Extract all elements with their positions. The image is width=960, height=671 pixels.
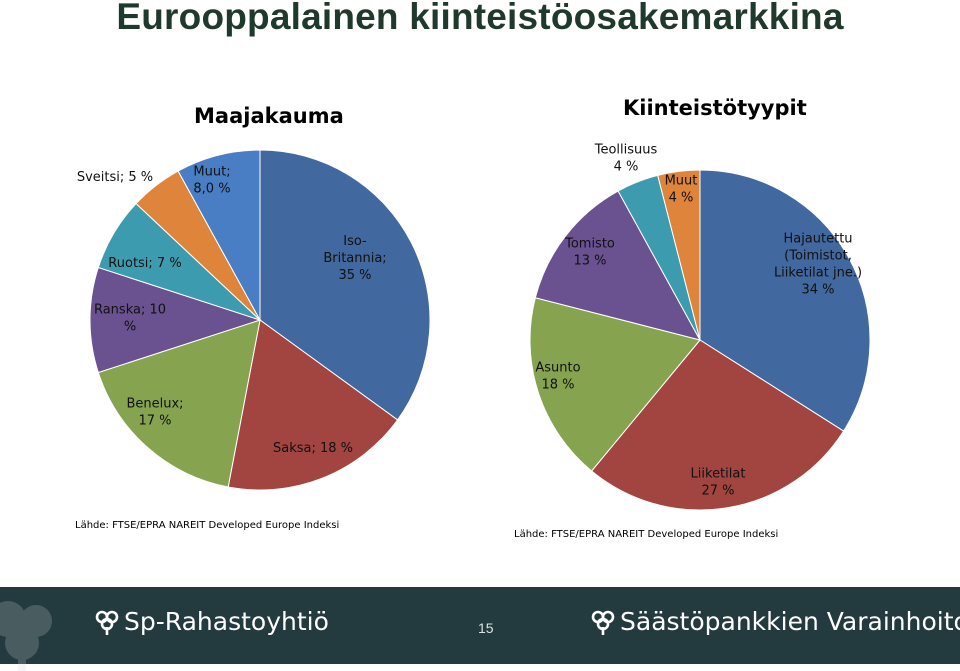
slice-label: Muut 4 % [665, 174, 698, 206]
brand-left-label: Sp-Rahastoyhtiö [124, 607, 329, 636]
brand-saastopankkien-varainhoito: Säästöpankkien Varainhoito [590, 607, 960, 636]
slice-label: Teollisuus 4 % [594, 143, 658, 175]
pie-slice [177, 149, 261, 321]
leaf-watermark-icon [0, 601, 52, 671]
source-note-left: Lähde: FTSE/EPRA NAREIT Developed Europe… [75, 520, 340, 531]
footer-bar: Sp-Rahastoyhtiö 15 Säästöpankkien Varain… [0, 587, 960, 671]
slice-label: Ruotsi; 7 % [108, 256, 181, 271]
pie-slice [259, 149, 431, 421]
savings-bank-logo-icon [591, 610, 615, 635]
pie-slice [590, 339, 845, 511]
slice-label: Sveitsi; 5 % [77, 170, 153, 185]
source-note-right: Lähde: FTSE/EPRA NAREIT Developed Europe… [514, 529, 779, 540]
pie-slice [657, 169, 701, 341]
slice-label: Muut; 8,0 % [193, 165, 230, 197]
page-number: 15 [478, 620, 494, 636]
slice-label: Iso-Britannia; 35 % [323, 234, 386, 283]
pie-slice [699, 169, 871, 432]
chart-title-kiinteistotyypit: Kiinteistötyypit [623, 96, 807, 120]
slice-label: Asunto 18 % [535, 361, 580, 393]
pie-slice [529, 297, 701, 472]
pie-slice [89, 266, 262, 374]
slice-label: Ranska; 10% [94, 303, 166, 335]
slide-title: Eurooppalainen kiinteistöosakemarkkina [116, 0, 844, 37]
brand-right-label: Säästöpankkien Varainhoito [620, 607, 960, 636]
slice-label: Saksa; 18 % [273, 441, 353, 456]
brand-sp-rahastoyhtio: Sp-Rahastoyhtiö [94, 607, 329, 636]
chart-title-maajakauma: Maajakauma [194, 104, 344, 128]
savings-bank-logo-icon [95, 610, 119, 635]
pie-slice [97, 319, 261, 488]
slice-label: Benelux; 17 % [126, 397, 183, 429]
pie-slice [534, 190, 701, 341]
pie-slice [227, 319, 399, 491]
slice-label: Liiketilat 27 % [691, 467, 746, 499]
slice-label: Hajautettu (Toimistot, Liiketilat jne.) 34 … [774, 232, 862, 298]
slice-label: Tomisto 13 % [564, 237, 615, 269]
